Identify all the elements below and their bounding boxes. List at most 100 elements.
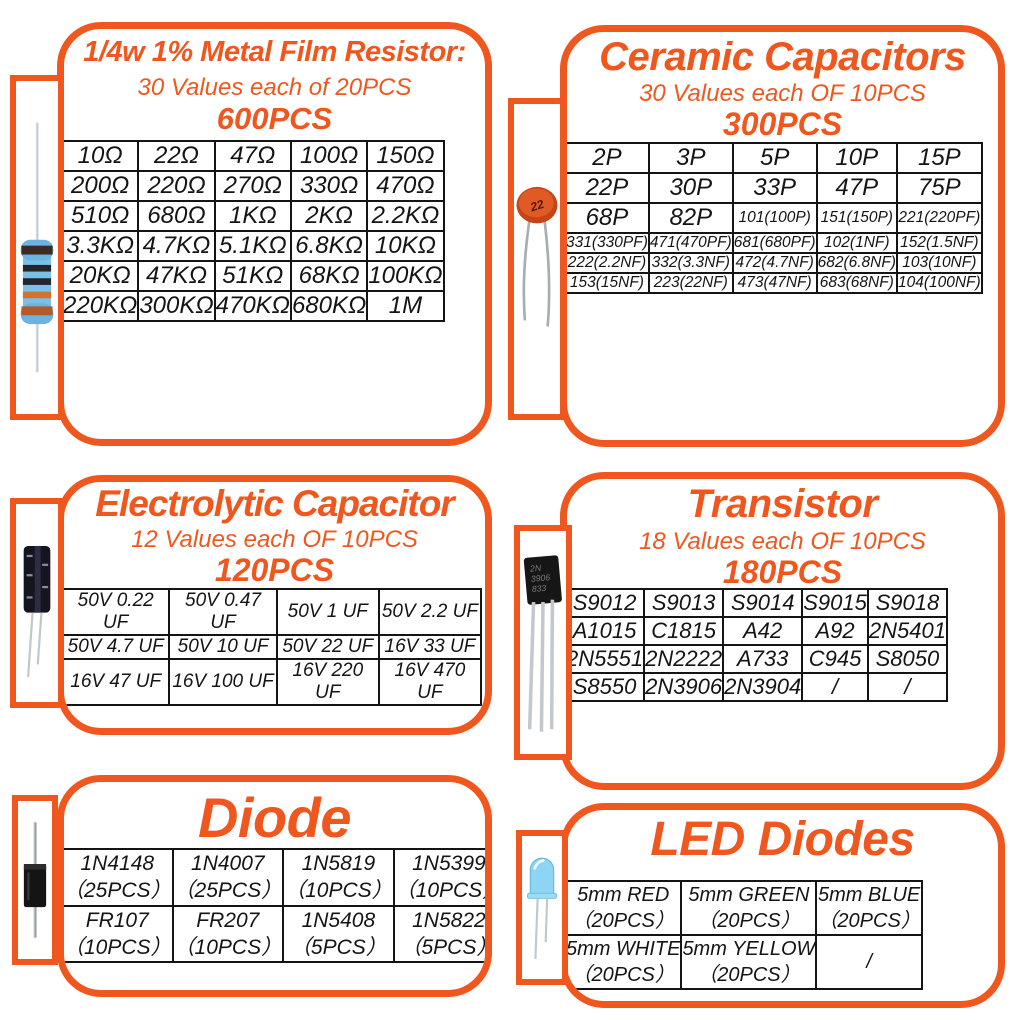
table-cell: 3.3KΩ — [64, 230, 140, 262]
table-row: A1015 C1815 A42 A92 2N5401 — [567, 616, 948, 646]
table-cell: 16V 33 UF — [377, 634, 483, 660]
transistor-values-table: S9012 S9013 S9014 S9015 S9018 A1015 C1815 A42 A9… — [566, 588, 948, 702]
table-cell: 680Ω — [137, 200, 216, 232]
table-cell: S9012 — [567, 588, 646, 618]
led-photo-box — [516, 830, 568, 985]
table-row: 22P 30P 33P 47P 75P — [567, 172, 983, 204]
table-cell: 2N2222 — [643, 644, 725, 674]
led-values-table: 5mm RED （20PCS） 5mm GREEN （20PCS） 5mm BLUE… — [567, 880, 923, 990]
table-row: 10Ω 22Ω 47Ω 100Ω 150Ω — [64, 140, 445, 172]
table-cell: FR207 （10PCS） — [171, 904, 285, 964]
table-cell: 102(1NF) — [815, 232, 898, 254]
table-cell: 10Ω — [64, 140, 140, 172]
table-cell: 332(3.3NF) — [647, 252, 734, 274]
table-row: 331(330PF) 471(470PF) 681(680PF) 102(1NF) 15… — [567, 232, 983, 254]
table-cell: C1815 — [643, 616, 725, 646]
transistor-photo-box: 2N 3906 833 — [514, 525, 572, 760]
table-row: 222(2.2NF) 332(3.3NF) 472(4.7NF) 682(6.8NF)… — [567, 252, 983, 274]
table-cell: 470KΩ — [213, 290, 292, 322]
table-cell: 50V 1 UF — [275, 588, 380, 636]
table-cell: 15P — [895, 142, 983, 174]
table-cell: 1N5822 （5PCS） — [392, 904, 485, 964]
table-cell: 1N5819 （10PCS） — [282, 848, 395, 907]
panel-ceramic-capacitors: Ceramic Capacitors 30 Values each OF 10P… — [560, 25, 1005, 447]
transistor-marking-line2: 3906 — [530, 572, 550, 584]
table-cell: S9014 — [722, 588, 804, 618]
table-cell: 100Ω — [289, 140, 369, 172]
table-cell: 683(68NF) — [815, 272, 898, 294]
panel-metal-film-resistor: 1/4w 1% Metal Film Resistor: 30 Values e… — [57, 22, 492, 446]
transistor-panel-subtitle: 18 Values each OF 10PCS — [639, 528, 926, 556]
table-cell: 50V 10 UF — [168, 634, 278, 660]
ceramic-panel-total-count: 300PCS — [722, 106, 843, 143]
table-cell: 103(10NF) — [895, 252, 983, 274]
table-cell: 200Ω — [64, 170, 140, 202]
table-row: FR107 （10PCS） FR207 （10PCS） 1N5408 （5PCS） 1… — [64, 904, 485, 964]
electrolytic-panel-title: Electrolytic Capacitor — [95, 483, 454, 524]
table-cell: 47KΩ — [137, 260, 216, 292]
table-cell: 30P — [647, 172, 734, 204]
table-cell: 16V 470 UF — [377, 658, 483, 706]
table-cell: A733 — [722, 644, 804, 674]
table-cell: 50V 22 UF — [275, 634, 380, 660]
transistor-marking-line1: 2N — [529, 563, 543, 574]
table-cell: 22Ω — [137, 140, 216, 172]
table-cell: 33P — [731, 172, 818, 204]
table-cell: 4.7KΩ — [137, 230, 216, 262]
table-cell: / — [866, 672, 948, 702]
table-row: 510Ω 680Ω 1KΩ 2KΩ 2.2KΩ — [64, 200, 445, 232]
table-cell: 104(100NF) — [895, 272, 983, 294]
resistor-panel-subtitle: 30 Values each of 20PCS — [137, 74, 412, 102]
table-cell: 510Ω — [64, 200, 140, 232]
resistor-values-table: 10Ω 22Ω 47Ω 100Ω 150Ω 200Ω 220Ω 270Ω 330Ω 470Ω 510… — [63, 140, 445, 322]
table-cell: / — [801, 672, 869, 702]
table-cell: 472(4.7NF) — [731, 252, 818, 274]
table-cell: 222(2.2NF) — [567, 252, 650, 274]
table-cell: 10KΩ — [366, 230, 445, 262]
table-cell: 470Ω — [366, 170, 445, 202]
table-cell: 16V 220 UF — [275, 658, 380, 706]
table-cell: 16V 100 UF — [168, 658, 278, 706]
table-cell: 50V 0.22 UF — [64, 588, 171, 636]
table-cell: 5mm RED （20PCS） — [567, 880, 683, 936]
table-cell: S9013 — [643, 588, 725, 618]
table-row: 220KΩ 300KΩ 470KΩ 680KΩ 1M — [63, 290, 445, 322]
table-cell: 1M — [366, 290, 445, 322]
table-cell: 2N5551 — [566, 644, 646, 674]
table-cell: 681(680PF) — [731, 232, 818, 254]
ceramic-values-table: 2P 3P 5P 10P 15P 22P 30P 33P 47P 75P 68P 82P 101(100… — [567, 142, 983, 294]
table-cell: 220KΩ — [63, 290, 140, 322]
transistor-marking-line3: 833 — [531, 583, 546, 594]
diode-values-table: 1N4148 （25PCS） 1N4007 （25PCS） 1N5819 （10PC… — [64, 848, 485, 964]
table-cell: 5P — [731, 142, 818, 174]
ceramic-panel-subtitle: 30 Values each OF 10PCS — [639, 80, 926, 108]
table-cell: S8050 — [866, 644, 948, 674]
table-cell: 330Ω — [289, 170, 369, 202]
ceramic-capacitor-icon: 22 — [516, 186, 558, 327]
ceramic-capacitor-photo-box: 22 — [508, 98, 566, 420]
table-cell: 152(1.5NF) — [895, 232, 983, 254]
table-cell: 153(15NF) — [567, 272, 650, 294]
table-cell: 300KΩ — [137, 290, 216, 322]
table-cell: S8550 — [567, 672, 646, 702]
table-row: 2N5551 2N2222 A733 C945 S8050 — [566, 644, 948, 674]
table-cell: 82P — [647, 202, 734, 234]
table-cell: C945 — [801, 644, 869, 674]
table-cell: 5mm YELLOW （20PCS） — [680, 934, 818, 990]
led-panel-title: LED Diodes — [650, 813, 915, 866]
table-row: 200Ω 220Ω 270Ω 330Ω 470Ω — [64, 170, 445, 202]
table-row: 20KΩ 47KΩ 51KΩ 68KΩ 100KΩ — [64, 260, 445, 292]
table-cell: 2N3906 — [643, 672, 725, 702]
table-cell: 151(150P) — [815, 202, 898, 234]
panel-electrolytic-capacitor: Electrolytic Capacitor 12 Values each OF… — [57, 475, 492, 735]
table-cell: 100KΩ — [366, 260, 445, 292]
table-cell: 1N5399 （10PCS） — [392, 848, 485, 907]
table-cell: 220Ω — [137, 170, 216, 202]
table-row: 5mm WHITE （20PCS） 5mm YELLOW （20PCS） / — [567, 934, 923, 990]
table-cell: 682(6.8NF) — [815, 252, 898, 274]
axial-diode-icon — [23, 822, 47, 938]
table-cell: FR107 （10PCS） — [64, 904, 174, 964]
table-row: 1N4148 （25PCS） 1N4007 （25PCS） 1N5819 （10PC… — [64, 848, 485, 907]
to92-transistor-icon: 2N 3906 833 — [523, 555, 562, 732]
table-row: 5mm RED （20PCS） 5mm GREEN （20PCS） 5mm BLUE… — [567, 880, 923, 936]
